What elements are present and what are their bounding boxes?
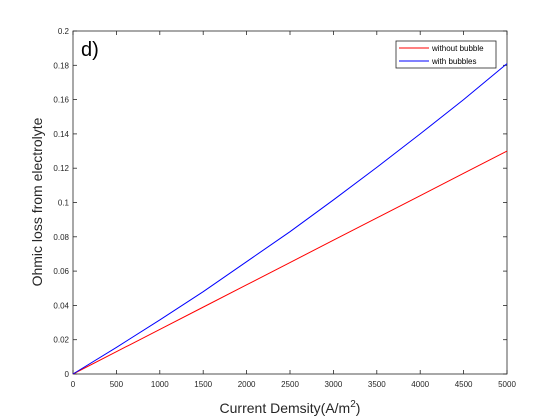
y-tick-label: 0.08 [53, 233, 69, 242]
legend-box [395, 40, 497, 69]
x-axis-title: Current Demsity(A/m2) [220, 399, 361, 416]
y-tick-label: 0.14 [53, 130, 69, 139]
x-axis-title-suffix: ) [356, 400, 361, 416]
legend-label-without-bubble: without bubble [431, 44, 484, 53]
x-tick-label: 3000 [325, 380, 343, 389]
x-axis-title-superscript: 2 [350, 399, 356, 410]
legend: without bubble with bubbles [395, 40, 497, 69]
x-tick-label: 0 [71, 380, 76, 389]
x-tick-label: 1500 [194, 380, 212, 389]
x-tick-label: 3500 [368, 380, 386, 389]
plot-area [72, 30, 508, 375]
panel-label: d) [81, 39, 99, 61]
x-tick-label: 4500 [455, 380, 473, 389]
y-axis-title: Ohmic loss from electrolyte [29, 117, 45, 286]
series-line-with-bubbles [72, 63, 508, 375]
x-tick-label: 2500 [281, 380, 299, 389]
x-tick-label: 1000 [151, 380, 169, 389]
x-tick-label: 5000 [498, 380, 516, 389]
y-tick-label: 0.12 [53, 164, 69, 173]
x-tick-label: 2000 [238, 380, 256, 389]
y-tick-label: 0.1 [58, 199, 70, 208]
y-tick-label: 0.06 [53, 267, 69, 276]
y-tick-label: 0.04 [53, 301, 69, 310]
y-tick-label: 0.02 [53, 336, 69, 345]
y-tick-label: 0.2 [58, 27, 70, 36]
legend-label-with-bubbles: with bubbles [431, 57, 476, 66]
x-axis-ticks: 0 500 1000 1500 2000 2500 3000 3500 4000 4500 5000 [71, 31, 516, 389]
series-line-without-bubble [72, 150, 508, 375]
x-tick-label: 4000 [411, 380, 429, 389]
y-tick-label: 0.18 [53, 61, 69, 70]
x-axis-title-main: Current Demsity(A/m [220, 400, 351, 416]
series-lines [72, 63, 508, 375]
y-tick-label: 0 [65, 370, 70, 379]
x-tick-label: 500 [110, 380, 124, 389]
y-axis-ticks: 0 0.02 0.04 0.06 0.08 0.1 0.12 0.14 0.16 0.18 0.2 [53, 27, 507, 379]
y-tick-label: 0.16 [53, 96, 69, 105]
